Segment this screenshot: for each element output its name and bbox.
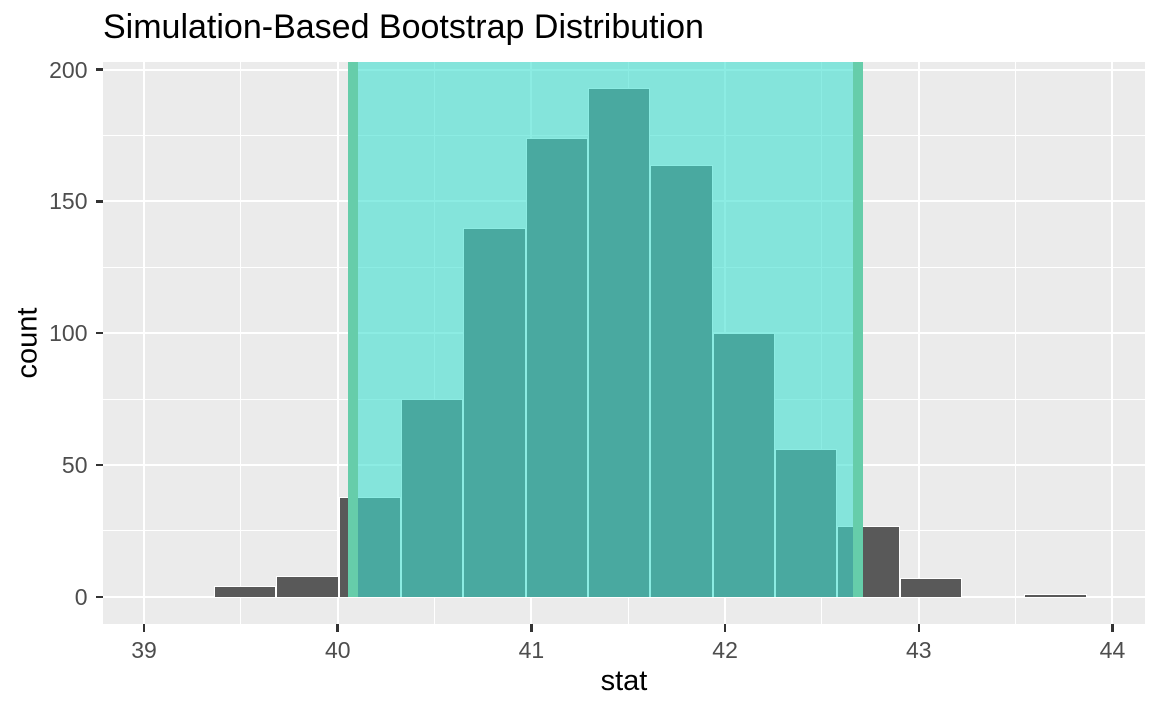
ci-line-lower <box>347 62 358 597</box>
x-tick-mark <box>1111 624 1114 632</box>
y-tick-mark <box>95 463 103 467</box>
x-tick-mark <box>142 624 146 632</box>
y-tick-label: 100 <box>49 320 88 347</box>
y-major-gridline <box>103 595 1145 598</box>
x-major-gridline <box>143 62 146 624</box>
x-minor-gridline <box>240 62 242 624</box>
x-tick-mark <box>917 624 921 632</box>
plot-panel <box>103 62 1145 624</box>
x-minor-gridline <box>1015 62 1017 624</box>
chart-title: Simulation-Based Bootstrap Distribution <box>103 8 704 46</box>
x-tick-label: 42 <box>712 636 738 663</box>
x-tick-label: 41 <box>518 636 545 663</box>
y-tick-label: 0 <box>74 583 88 610</box>
histogram-bar <box>1024 594 1087 597</box>
x-tick-mark <box>530 624 533 632</box>
y-tick-label: 150 <box>49 188 88 215</box>
x-tick-label: 40 <box>324 636 351 663</box>
histogram-bar <box>214 586 277 597</box>
y-tick-mark <box>95 200 103 203</box>
x-major-gridline <box>1111 62 1114 624</box>
ci-shade-region <box>352 62 859 597</box>
histogram-bar <box>276 575 339 597</box>
x-major-gridline <box>336 62 339 624</box>
x-tick-label: 43 <box>905 636 932 663</box>
x-major-gridline <box>917 62 920 624</box>
y-tick-label: 200 <box>49 56 88 83</box>
y-tick-mark <box>95 331 103 335</box>
y-tick-label: 50 <box>61 451 88 478</box>
x-axis-title: stat <box>600 665 648 697</box>
y-tick-mark <box>95 595 103 598</box>
x-tick-label: 44 <box>1099 636 1126 663</box>
ci-line-upper <box>853 62 864 597</box>
x-tick-mark <box>336 624 339 632</box>
x-tick-mark <box>723 624 727 632</box>
y-tick-mark <box>95 68 103 71</box>
histogram-bar <box>899 578 963 597</box>
x-tick-label: 39 <box>131 636 157 663</box>
